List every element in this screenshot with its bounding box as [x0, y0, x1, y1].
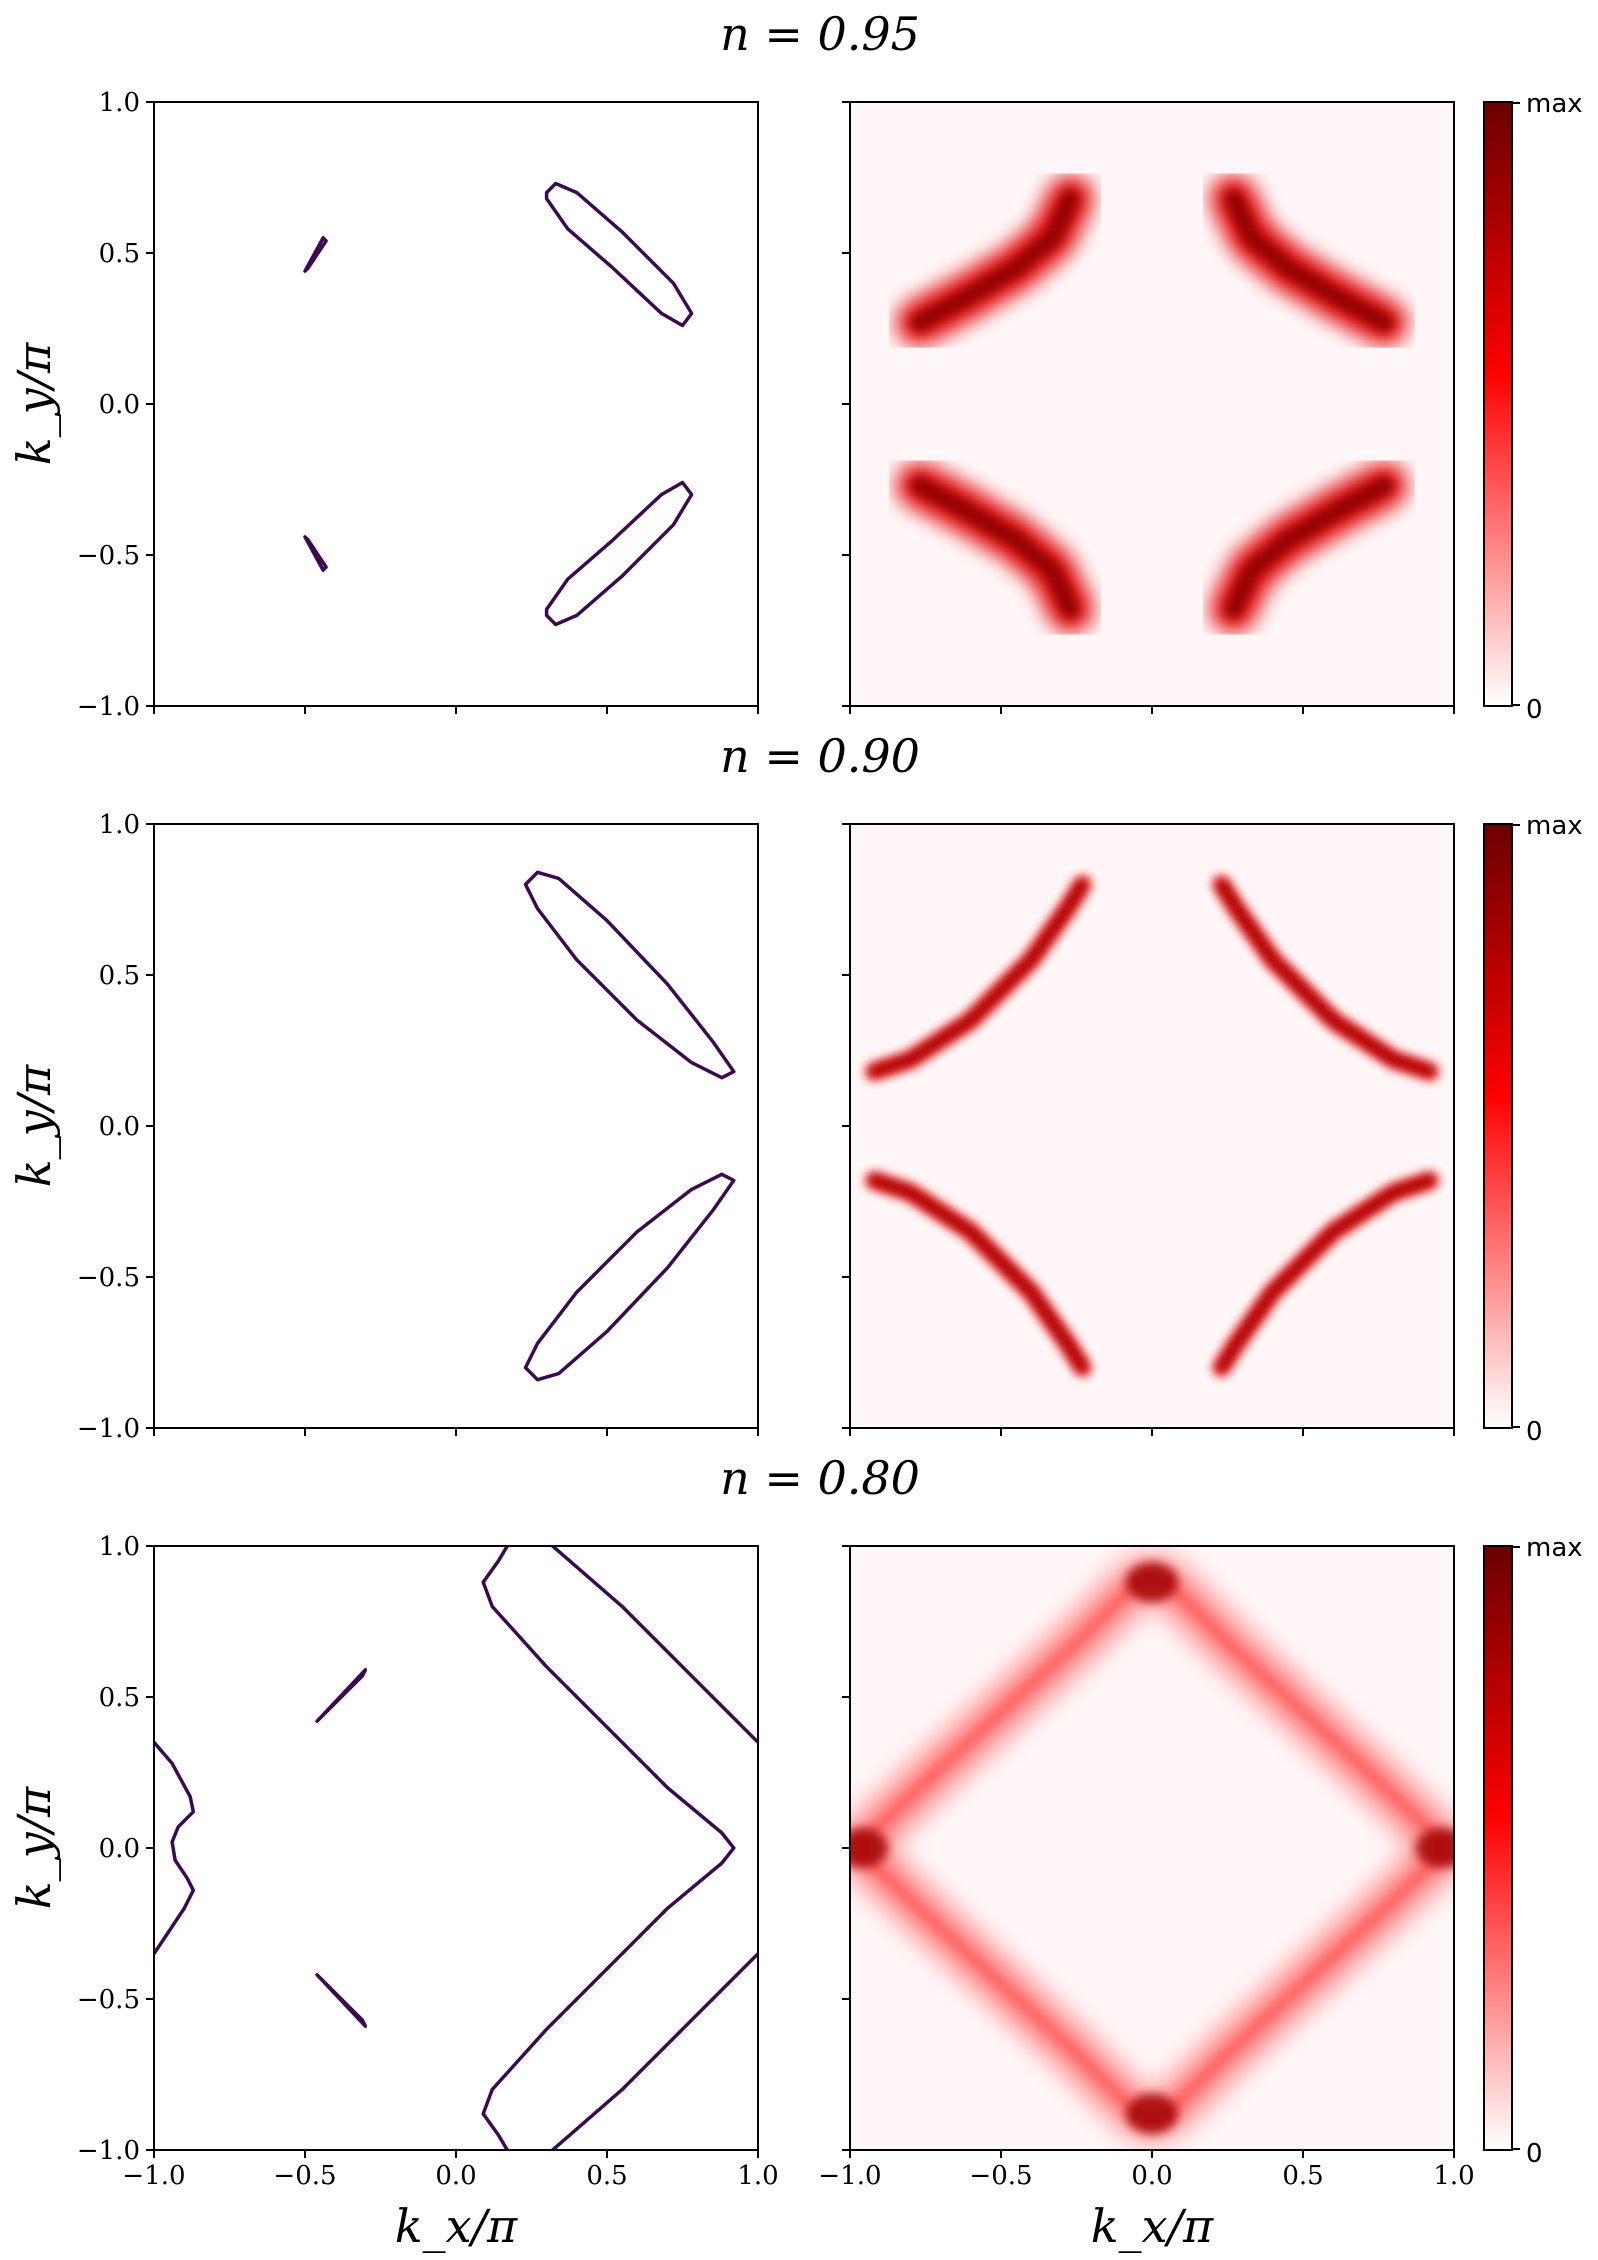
- y-axis-label-2: k_y/π: [7, 1064, 61, 1187]
- heatmap-panel-3-xtick-label: 0.0: [1131, 2161, 1172, 2191]
- spectral-weight-hotspot: [1126, 1562, 1178, 1603]
- spectral-weight-core: [1224, 189, 1394, 332]
- fermi-contour-line: [523, 1172, 736, 1382]
- colorbar-3: [1483, 1545, 1513, 2151]
- contour-panel-1-ytick-label: 0.0: [99, 390, 140, 420]
- contour-panel-1-ytick-label: 1.0: [99, 88, 140, 118]
- contour-panel-2-lines: [523, 870, 736, 1382]
- heatmap-panel-3-xtick-label: −1.0: [818, 2161, 881, 2191]
- contour-panel-2-frame: [153, 823, 759, 1429]
- spectral-weight-core: [910, 189, 1080, 332]
- spectral-weight-core: [870, 1176, 1086, 1372]
- fermi-contour-line: [544, 480, 694, 627]
- fermi-contour-line: [315, 1973, 368, 2028]
- spectral-weight-hotspot: [1415, 1828, 1454, 1868]
- contour-panel-3-xtick-label: 0.5: [586, 2161, 627, 2191]
- contour-panel-1-lines: [303, 181, 694, 627]
- contour-panel-3-ytick-label: 0.0: [99, 1834, 140, 1864]
- fermi-contour-line: [551, 1952, 758, 2150]
- colorbar-min-label: 0: [1526, 1417, 1543, 1447]
- heatmap-panel-2-image: [850, 824, 1454, 1428]
- spectral-weight-hotspot: [1126, 2093, 1178, 2134]
- colorbar-max-label: max: [1526, 1533, 1583, 1563]
- colorbar-min-label: 0: [1526, 2139, 1543, 2169]
- heatmap-background: [850, 102, 1454, 706]
- contour-panel-2-ytick-label: −1.0: [77, 1414, 140, 1444]
- y-axis-label-3: k_y/π: [7, 1786, 61, 1909]
- spectral-weight-core: [1218, 880, 1434, 1076]
- fermi-contour-line: [303, 535, 328, 572]
- contour-panel-3-ytick-label: −1.0: [77, 2136, 140, 2166]
- heatmap-background: [850, 824, 1454, 1428]
- fermi-contour-line: [481, 1546, 736, 2150]
- colorbar-max-label: max: [1526, 89, 1583, 119]
- contour-panel-2-ytick-label: 0.0: [99, 1112, 140, 1142]
- colorbar-max-label: max: [1526, 811, 1583, 841]
- spectral-weight-hotspot: [850, 1828, 889, 1868]
- contour-panel-1-ytick-label: −0.5: [77, 541, 140, 571]
- fermi-contour-line: [544, 181, 694, 328]
- contour-panel-1-ytick-label: −1.0: [77, 692, 140, 722]
- contour-panel-3-ytick-label: 0.5: [99, 1683, 140, 1713]
- heatmap-panel-1-image: [850, 102, 1454, 706]
- fermi-contour-line: [303, 236, 328, 273]
- contour-panel-3-xtick-label: 0.0: [435, 2161, 476, 2191]
- heatmap-panel-3-xtick-label: 1.0: [1433, 2161, 1474, 2191]
- contour-panel-3-lines: [154, 1546, 758, 2150]
- heatmap-panel-3-xtick-label: −0.5: [969, 2161, 1032, 2191]
- contour-panel-3-xtick-label: −0.5: [273, 2161, 336, 2191]
- spectral-weight-core: [1218, 1176, 1434, 1372]
- colorbar-1: [1483, 101, 1513, 707]
- heatmap-panel-3-xtick-label: 0.5: [1282, 2161, 1323, 2191]
- colorbar-min-label: 0: [1526, 695, 1543, 725]
- y-axis-label-1: k_y/π: [7, 342, 61, 465]
- heatmap-background: [850, 1546, 1454, 2150]
- x-axis-label-right: k_x/π: [1091, 2199, 1214, 2253]
- contour-panel-3-frame: [153, 1545, 759, 2151]
- contour-panel-2-ytick-label: −0.5: [77, 1263, 140, 1293]
- fermi-contour-line: [551, 1546, 758, 1744]
- panel-title-1: n = 0.95: [720, 7, 920, 61]
- x-axis-label-left: k_x/π: [395, 2199, 518, 2253]
- contour-panel-3-ytick-label: −0.5: [77, 1985, 140, 2015]
- colorbar-2: [1483, 823, 1513, 1429]
- contour-panel-1-frame: [153, 101, 759, 707]
- panel-title-3: n = 0.80: [720, 1451, 920, 1505]
- contour-panel-3-xtick-label: −1.0: [122, 2161, 185, 2191]
- fermi-contour-line: [315, 1668, 368, 1723]
- spectral-weight-core: [870, 880, 1086, 1076]
- contour-panel-1-ytick-label: 0.5: [99, 239, 140, 269]
- heatmap-panel-3-image: [850, 1546, 1454, 2150]
- contour-panel-3-ytick-label: 1.0: [99, 1532, 140, 1562]
- contour-panel-3-xtick-label: 1.0: [737, 2161, 778, 2191]
- contour-panel-2-ytick-label: 1.0: [99, 810, 140, 840]
- fermi-contour-line: [523, 870, 736, 1080]
- contour-panel-2-ytick-label: 0.5: [99, 961, 140, 991]
- spectral-weight-core: [1224, 476, 1394, 619]
- fermi-contour-line: [154, 1741, 196, 1955]
- panel-title-2: n = 0.90: [720, 729, 920, 783]
- spectral-weight-core: [910, 476, 1080, 619]
